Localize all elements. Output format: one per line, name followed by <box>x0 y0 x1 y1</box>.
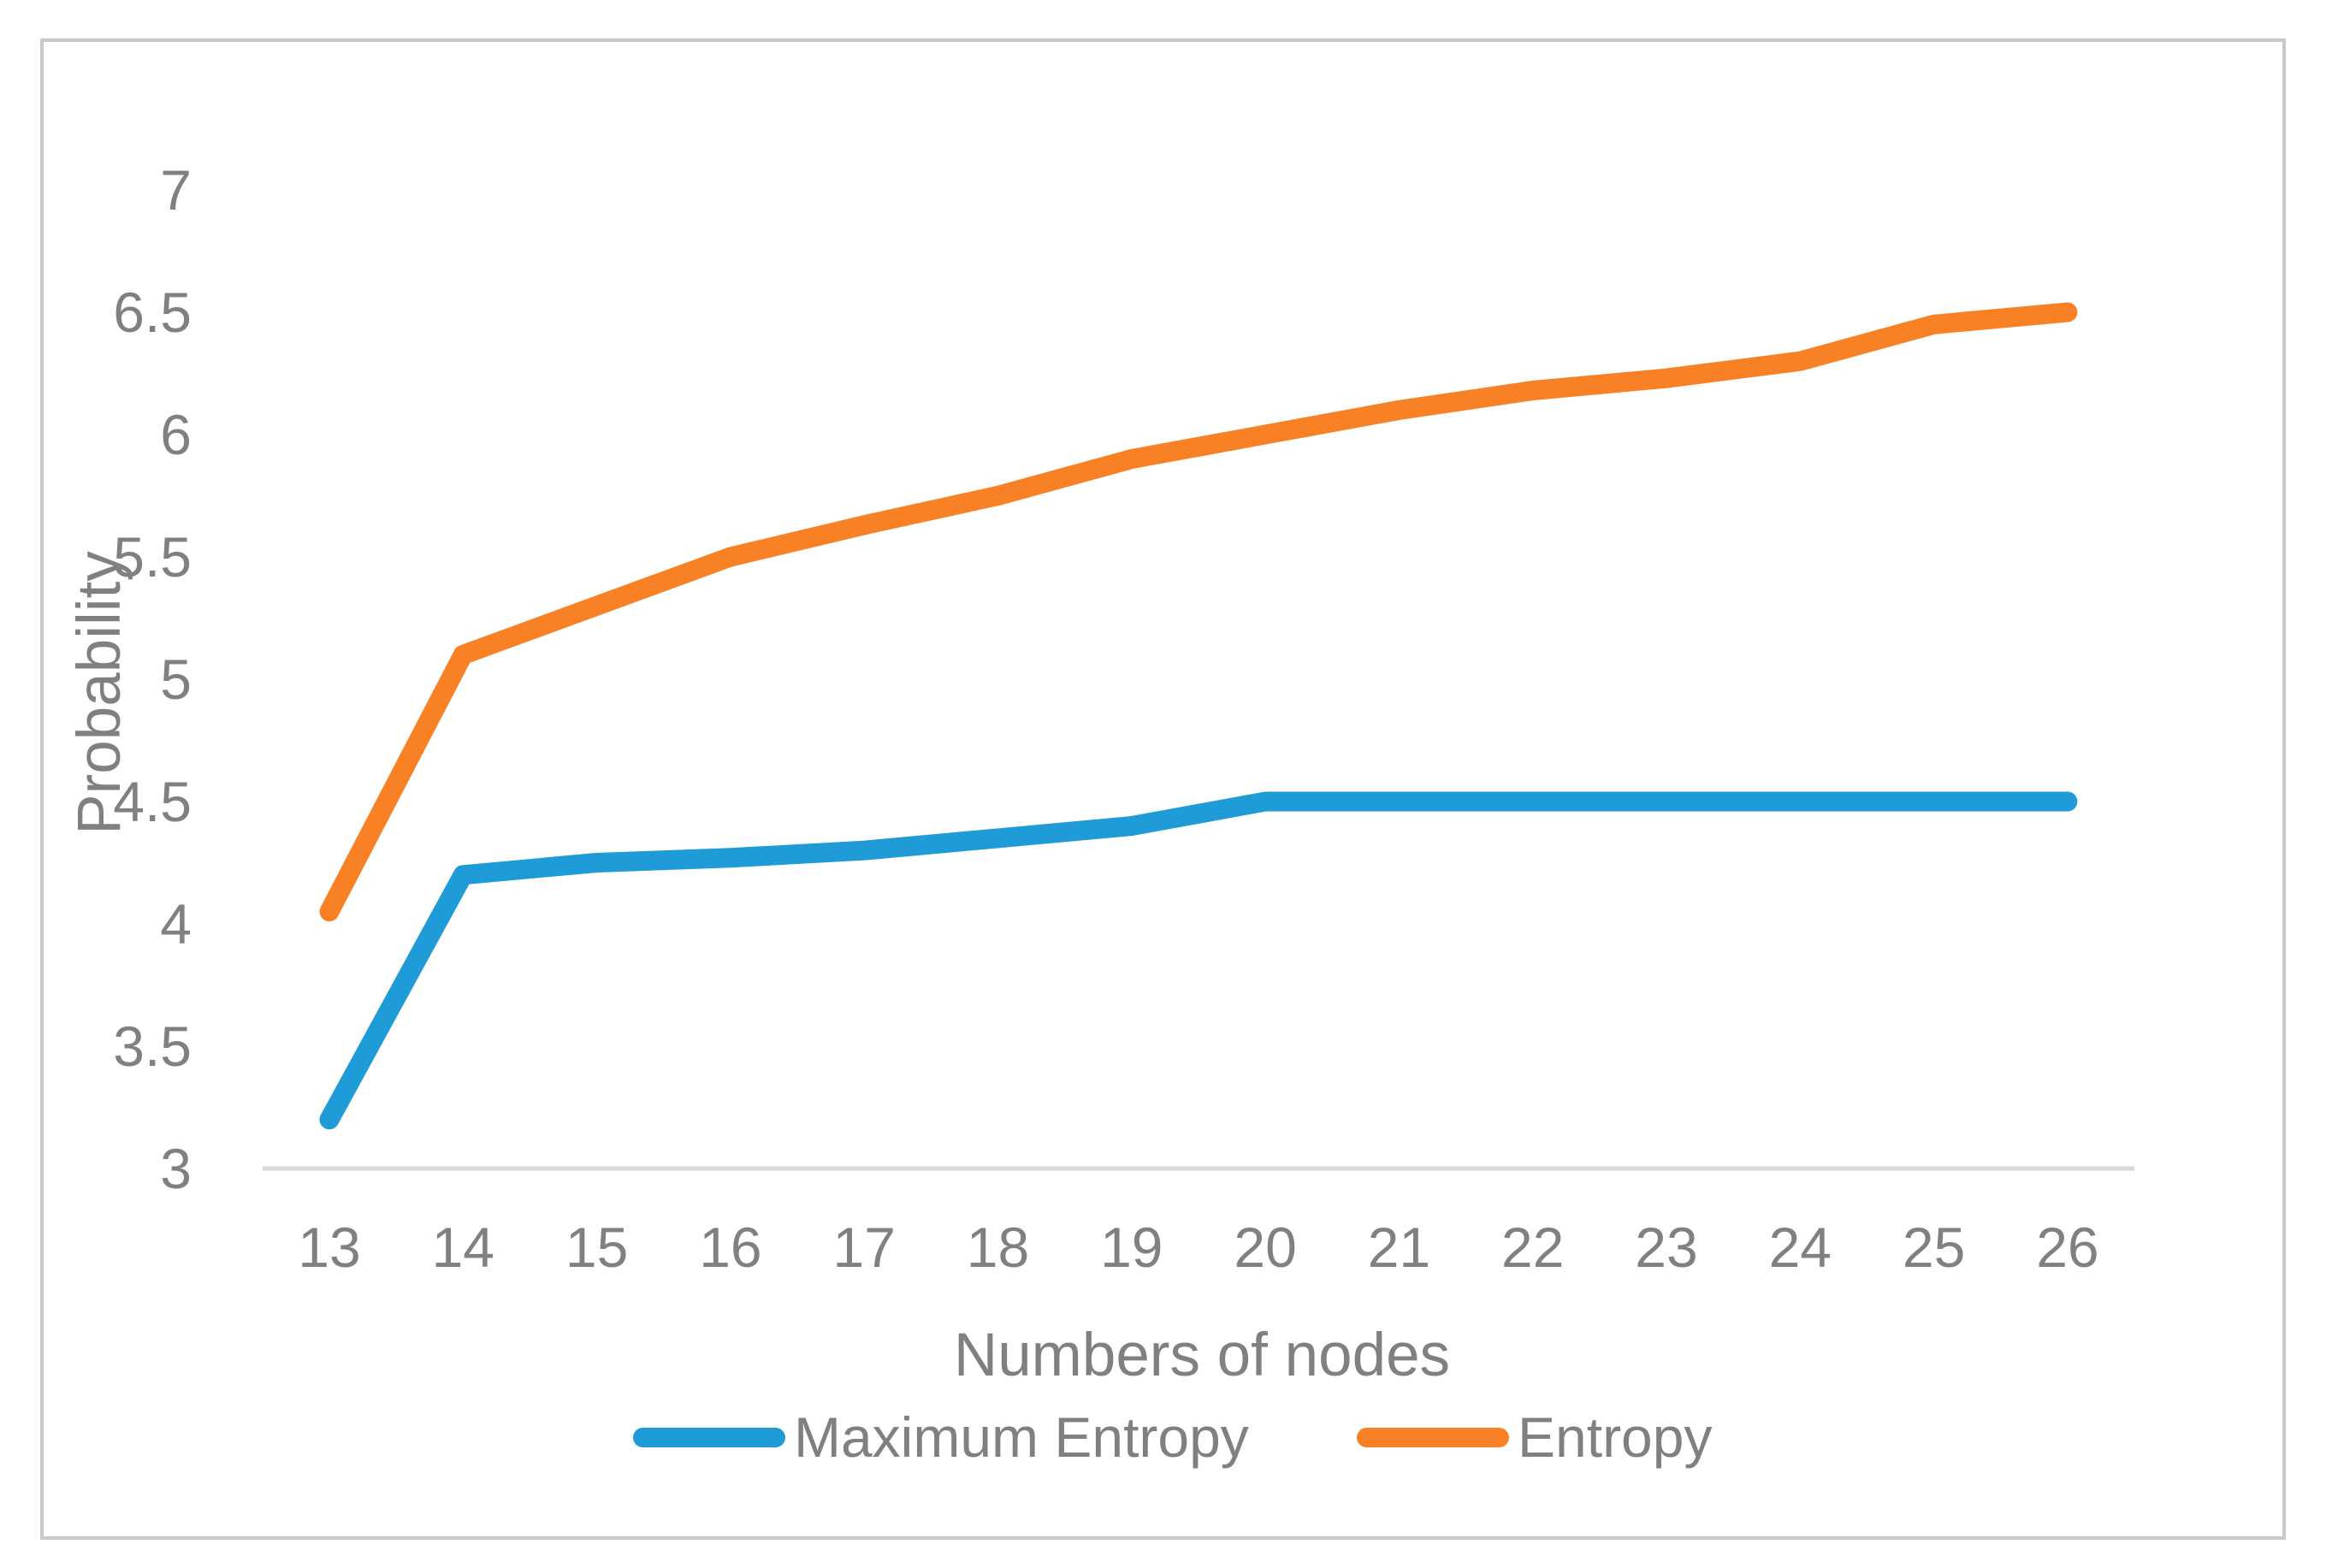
plot-area <box>319 302 2078 1130</box>
x-tick-label: 13 <box>298 1216 360 1279</box>
x-tick-label: 17 <box>832 1216 895 1279</box>
legend: Maximum Entropy Entropy <box>633 1405 1712 1469</box>
y-tick-label: 3 <box>160 1137 192 1200</box>
y-tick-label: 6.5 <box>113 281 192 344</box>
x-tick-label: 16 <box>699 1216 761 1279</box>
y-tick-label: 5.5 <box>113 525 192 589</box>
x-axis-tick-labels: 13 14 15 16 17 18 19 20 21 22 23 24 25 26 <box>298 1216 2098 1279</box>
series-line-entropy <box>319 302 2078 922</box>
y-tick-label: 4.5 <box>113 770 192 833</box>
x-axis-title: Numbers of nodes <box>954 1322 1450 1389</box>
x-tick-label: 19 <box>1100 1216 1163 1279</box>
y-axis-title: Probability <box>66 551 133 835</box>
x-tick-label: 21 <box>1368 1216 1430 1279</box>
x-tick-label: 15 <box>565 1216 628 1279</box>
y-tick-label: 6 <box>160 403 192 466</box>
legend-label-maximum-entropy: Maximum Entropy <box>794 1405 1249 1469</box>
y-tick-label: 7 <box>160 158 192 222</box>
x-tick-label: 14 <box>432 1216 494 1279</box>
legend-swatch-entropy <box>1357 1428 1509 1447</box>
x-tick-label: 26 <box>2036 1216 2098 1279</box>
y-tick-label: 3.5 <box>113 1015 192 1078</box>
x-tick-label: 22 <box>1501 1216 1564 1279</box>
legend-label-entropy: Entropy <box>1518 1405 1712 1469</box>
x-tick-label: 20 <box>1234 1216 1296 1279</box>
legend-swatch-maximum-entropy <box>633 1428 785 1447</box>
x-tick-label: 25 <box>1903 1216 1965 1279</box>
x-tick-label: 18 <box>967 1216 1029 1279</box>
y-tick-label: 5 <box>160 648 192 711</box>
x-tick-label: 24 <box>1769 1216 1832 1279</box>
figure-border <box>40 38 2286 1540</box>
x-tick-label: 23 <box>1635 1216 1697 1279</box>
y-tick-label: 4 <box>160 892 192 956</box>
y-axis-tick-labels: 3 3.5 4 4.5 5 5.5 6 6.5 7 <box>113 158 192 1200</box>
series-line-maximum-entropy <box>319 791 2078 1130</box>
